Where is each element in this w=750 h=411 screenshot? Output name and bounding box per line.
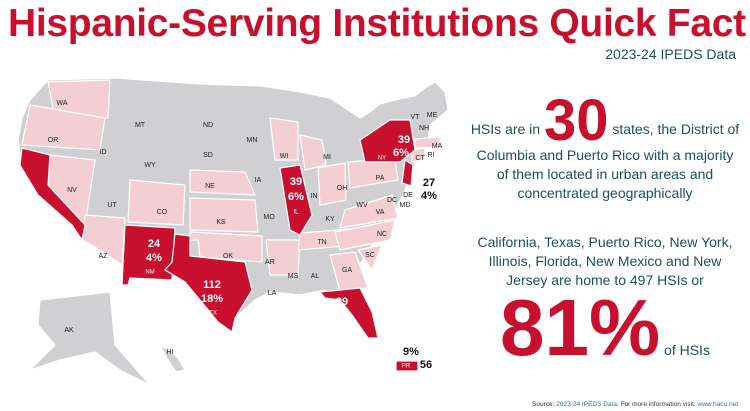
state-label: OR	[48, 137, 59, 144]
hsi-share: 5%	[334, 310, 350, 322]
hsi-count: 112	[203, 279, 221, 291]
map-shapes	[17, 77, 449, 386]
highlight-state: NY	[378, 156, 386, 162]
state-label: ID	[100, 149, 107, 156]
fact-states: HSIs are in 30 states, the District of C…	[470, 92, 740, 203]
highlight-state: PR	[402, 364, 411, 370]
state-label: MA	[432, 143, 443, 150]
hsi-count: 29	[336, 296, 348, 308]
state-label: TN	[317, 239, 326, 246]
state-label: RI	[428, 152, 435, 159]
hsi-count: 56	[420, 359, 432, 371]
state-label: CO	[157, 209, 168, 216]
hsi-count: 27	[423, 177, 435, 189]
fact-tail: of HSIs	[664, 342, 710, 358]
state-label: KS	[216, 219, 226, 226]
hsi-share: 28%	[11, 221, 33, 233]
more-info: . For more information visit:	[616, 401, 696, 408]
highlight-state: CA	[11, 198, 19, 204]
state-label: MD	[400, 202, 411, 209]
state-label: CT	[415, 155, 425, 162]
state-label: MO	[263, 214, 275, 221]
highlight-state: IL	[293, 210, 299, 216]
hsi-share: 4%	[421, 190, 437, 202]
state-label: NC	[377, 231, 387, 238]
state-label: MT	[135, 122, 146, 129]
fact-text: California, Texas, Puerto Rico, New York…	[477, 234, 733, 288]
hsi-count: 39	[398, 134, 410, 146]
hsi-share: 4%	[146, 252, 162, 264]
highlight-state: NJ	[412, 178, 419, 184]
dataset: 2023-24 IPEDS Data	[556, 401, 617, 408]
state-label: SC	[365, 252, 375, 259]
state-label: MS	[288, 273, 299, 280]
state-label: AL	[311, 273, 320, 280]
url[interactable]: www.hacu.net	[697, 401, 738, 408]
state-label: WY	[144, 162, 156, 169]
state-label: VT	[411, 114, 421, 121]
state-label: WV	[356, 202, 368, 209]
state-label: WA	[56, 100, 67, 107]
fact-figure: 81%	[500, 283, 661, 372]
state-label: NH	[419, 125, 429, 132]
state-label: DE	[403, 192, 413, 199]
state-label: ND	[203, 122, 213, 129]
state-label: AR	[265, 259, 275, 266]
state-label: IA	[255, 177, 262, 184]
subtitle: 2023-24 IPEDS Data	[605, 46, 736, 62]
state-label: GA	[342, 267, 352, 274]
state-label: NE	[205, 183, 215, 190]
footer: Source: 2023-24 IPEDS Data. For more inf…	[532, 401, 738, 408]
hsi-share: 6%	[393, 147, 409, 159]
fact-share: California, Texas, Puerto Rico, New York…	[470, 233, 740, 368]
state-label: UT	[107, 202, 117, 209]
hsi-share: 9%	[403, 346, 419, 358]
state-label: VA	[376, 209, 385, 216]
highlight-state: NM	[145, 270, 154, 276]
fact-lead: HSIs are in	[470, 121, 541, 137]
hsi-count: 171	[14, 208, 32, 220]
state-label: LA	[268, 290, 277, 297]
state-label: KY	[325, 216, 335, 223]
hsi-count: 24	[148, 238, 161, 250]
state-label: MI	[323, 154, 331, 161]
state-label: DC	[387, 197, 397, 204]
state-label: MN	[247, 137, 258, 144]
state-label: SD	[203, 152, 213, 159]
source-label: Source:	[532, 401, 555, 408]
fact-text: states, the District of Columbia and Pue…	[476, 121, 740, 201]
highlight-state: TX	[209, 311, 217, 317]
hsi-count: 39	[290, 176, 302, 188]
hsi-share: 18%	[201, 293, 223, 305]
state-label: AZ	[99, 253, 109, 260]
state-label: OK	[223, 253, 233, 260]
state-label: HI	[167, 349, 174, 356]
state-label: AK	[64, 327, 74, 334]
state-label: ME	[427, 112, 438, 119]
fact-figure: 30	[543, 88, 609, 153]
highlight-state: FL	[351, 333, 359, 339]
state-label: WI	[280, 153, 289, 160]
state-label: OH	[337, 185, 348, 192]
hsi-share: 6%	[288, 191, 304, 203]
state-label: IN	[311, 193, 318, 200]
state-label: PA	[376, 175, 385, 182]
state-label: NV	[67, 187, 77, 194]
title: Hispanic-Serving Institutions Quick Fact	[8, 2, 746, 45]
